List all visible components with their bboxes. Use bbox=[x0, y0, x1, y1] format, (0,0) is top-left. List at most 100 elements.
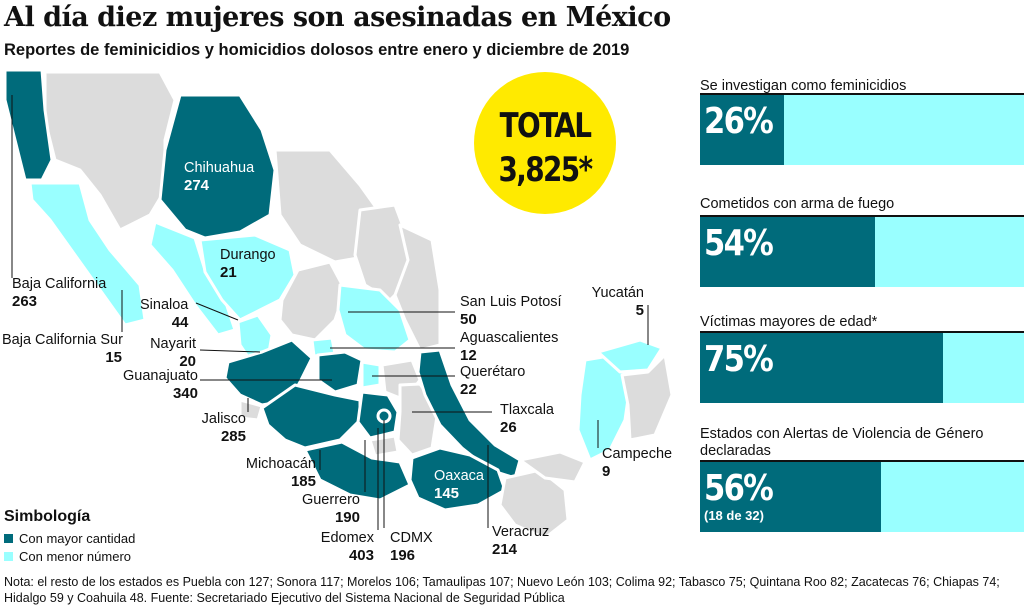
legend-item-high: Con mayor cantidad bbox=[4, 531, 135, 546]
percentage-bar: 75% bbox=[700, 331, 1024, 403]
panel-caption-text: Cometidos con arma de fuego bbox=[700, 196, 895, 212]
panel-caption: Cometidos con arma de fuego bbox=[700, 196, 1024, 213]
state-name: CDMX bbox=[390, 530, 433, 546]
label-cdmx: CDMX 196 bbox=[390, 530, 433, 564]
state-name: Baja California bbox=[12, 276, 107, 292]
legend-label: Con menor número bbox=[19, 549, 131, 564]
state-name: Nayarit bbox=[150, 336, 196, 352]
state-value: 44 bbox=[171, 314, 189, 331]
state-baja-california bbox=[3, 68, 54, 182]
bar-value-label: 75% bbox=[704, 339, 774, 380]
label-san-luis-potosi: San Luis Potosí 50 bbox=[460, 294, 562, 328]
state-name: Aguascalientes bbox=[460, 330, 559, 346]
label-sinaloa: Sinaloa 44 bbox=[140, 297, 188, 331]
bar-note: (18 de 32) bbox=[704, 508, 764, 523]
state-value: 5 bbox=[635, 302, 644, 319]
legend-title: Simbología bbox=[4, 508, 91, 525]
bar-value-label: 54% bbox=[704, 223, 774, 264]
state-value: 15 bbox=[105, 349, 122, 366]
label-queretaro: Querétaro 22 bbox=[460, 364, 525, 398]
state-queretaro bbox=[360, 360, 382, 390]
state-name: Chihuahua bbox=[184, 160, 255, 176]
state-value: 263 bbox=[12, 293, 38, 310]
panel-caption-text: Estados con Alertas de Violencia de Géne… bbox=[700, 426, 984, 459]
state-value: 403 bbox=[348, 547, 374, 564]
label-veracruz: Veracruz 214 bbox=[492, 524, 549, 558]
state-durango bbox=[198, 233, 297, 322]
state-value: 26 bbox=[500, 419, 517, 436]
state-value: 9 bbox=[602, 463, 611, 480]
panel-caption-text: Víctimas mayores de edad* bbox=[700, 314, 878, 330]
mexico-map bbox=[3, 68, 674, 540]
state-zacatecas bbox=[278, 260, 347, 342]
page-subtitle: Reportes de feminicidios y homicidios do… bbox=[4, 41, 630, 59]
percentage-bar: 56% (18 de 32) bbox=[700, 460, 1024, 532]
state-san-luis-potosi bbox=[336, 283, 412, 354]
label-michoacan: Michoacán 185 bbox=[236, 456, 316, 490]
bar-fill bbox=[700, 331, 943, 403]
state-sinaloa bbox=[148, 220, 237, 337]
panel-caption: Estados con Alertas de Violencia de Géne… bbox=[700, 426, 1024, 460]
label-jalisco: Jalisco 285 bbox=[190, 411, 246, 445]
state-name: Tlaxcala bbox=[500, 402, 554, 418]
state-name: San Luis Potosí bbox=[460, 294, 562, 310]
state-value: 214 bbox=[492, 541, 518, 558]
total-label: TOTAL bbox=[499, 106, 592, 146]
label-edomex: Edomex 403 bbox=[310, 530, 374, 564]
state-value: 190 bbox=[334, 509, 360, 526]
label-campeche: Campeche 9 bbox=[602, 446, 672, 480]
state-name: Oaxaca bbox=[434, 468, 484, 484]
state-name: Campeche bbox=[602, 446, 673, 462]
state-baja-california-sur bbox=[28, 181, 147, 327]
bar-rule bbox=[700, 215, 1024, 217]
state-name: Sinaloa bbox=[140, 297, 189, 313]
state-name: Guerrero bbox=[301, 492, 360, 508]
percentage-bar: 26% bbox=[700, 93, 1024, 165]
state-name: Edomex bbox=[320, 530, 374, 546]
state-name: Jalisco bbox=[201, 411, 246, 427]
state-colima bbox=[238, 398, 264, 422]
state-value: 196 bbox=[390, 547, 416, 564]
page-title: Al día diez mujeres son asesinadas en Mé… bbox=[4, 2, 671, 33]
state-name: Querétaro bbox=[460, 364, 526, 380]
state-sonora bbox=[43, 70, 177, 232]
label-baja-california-sur: Baja California Sur 15 bbox=[2, 332, 123, 366]
total-value: 3,825* bbox=[498, 150, 594, 190]
bar-fill bbox=[700, 93, 785, 165]
label-guerrero: Guerrero 190 bbox=[296, 492, 360, 526]
state-name: Veracruz bbox=[492, 524, 550, 540]
state-guanajuato bbox=[316, 350, 364, 394]
label-guanajuato: Guanajuato 340 bbox=[110, 368, 198, 402]
total-badge: TOTAL 3,825* bbox=[474, 72, 616, 214]
bar-value-label: 26% bbox=[704, 101, 774, 142]
state-name: Michoacán bbox=[245, 456, 316, 472]
label-chihuahua: Chihuahua 274 bbox=[184, 160, 254, 194]
percentage-bar: 54% bbox=[700, 215, 1024, 287]
state-value: 22 bbox=[460, 381, 477, 398]
panel-caption-text: Se investigan como feminicidios bbox=[700, 78, 907, 94]
state-name: Durango bbox=[220, 247, 276, 263]
panel-caption: Víctimas mayores de edad* bbox=[700, 314, 1024, 331]
state-value: 21 bbox=[220, 264, 237, 281]
bar-value-label: 56% bbox=[704, 468, 774, 509]
footnote: Nota: el resto de los estados es Puebla … bbox=[4, 575, 1000, 605]
state-name: Guanajuato bbox=[123, 368, 198, 384]
state-value: 274 bbox=[184, 177, 210, 194]
state-value: 185 bbox=[290, 473, 316, 490]
bar-rule bbox=[700, 93, 1024, 95]
state-michoacan bbox=[260, 383, 362, 450]
state-quintana-roo bbox=[620, 353, 674, 442]
label-nayarit: Nayarit 20 bbox=[140, 336, 196, 370]
label-durango: Durango 21 bbox=[220, 247, 276, 281]
state-name: Baja California Sur bbox=[2, 332, 123, 348]
legend-item-low: Con menor número bbox=[4, 549, 131, 564]
state-value: 340 bbox=[172, 385, 198, 402]
state-chihuahua bbox=[158, 93, 277, 240]
state-value: 20 bbox=[179, 353, 196, 370]
state-oaxaca bbox=[408, 446, 507, 512]
bar-fill bbox=[700, 460, 882, 532]
legend-label: Con mayor cantidad bbox=[19, 531, 136, 546]
bar-rule bbox=[700, 460, 1024, 462]
state-value: 285 bbox=[220, 428, 246, 445]
label-aguascalientes: Aguascalientes 12 bbox=[460, 330, 558, 364]
